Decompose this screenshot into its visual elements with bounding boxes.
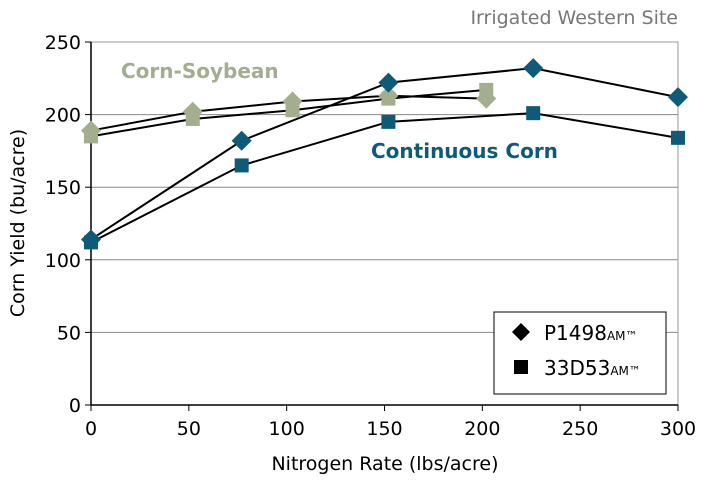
svg-text:P1498AM™: P1498AM™ [544, 321, 638, 345]
annotation-corn-soybean: Corn-Soybean [121, 59, 279, 83]
x-tick-label: 300 [660, 418, 696, 440]
square-point [671, 130, 685, 145]
chart-title: Irrigated Western Site [470, 7, 678, 29]
svg-text:33D53AM™: 33D53AM™ [544, 356, 641, 380]
square-point [285, 103, 300, 118]
y-tick-label: 200 [45, 105, 81, 127]
square-point [381, 91, 396, 106]
square-point [185, 111, 200, 126]
y-tick-label: 150 [45, 177, 81, 199]
series-line [90, 112, 679, 244]
diamond-point [231, 130, 252, 151]
y-tick-label: 50 [57, 322, 81, 344]
legend: P1498AM™ 33D53AM™ [493, 311, 667, 395]
legend-suffix-33d53: AM™ [610, 364, 641, 378]
x-tick-label: 100 [269, 418, 305, 440]
x-tick-label: 150 [366, 418, 402, 440]
diamond-point [668, 87, 688, 108]
x-axis-label: Nitrogen Rate (lbs/acre) [271, 453, 498, 475]
legend-label-33d53: 33D53 [544, 356, 610, 380]
diamond-point [378, 72, 399, 93]
square-point [526, 106, 541, 121]
square-point [234, 158, 249, 173]
legend-suffix-p1498: AM™ [607, 329, 638, 343]
diamond-point [523, 58, 544, 79]
y-axis-label: Corn Yield (bu/acre) [7, 129, 29, 317]
legend-label-p1498: P1498 [544, 321, 607, 345]
legend-diamond-icon [512, 323, 530, 341]
annotation-continuous-corn: Continuous Corn [371, 139, 558, 163]
x-tick-label: 50 [177, 418, 201, 440]
square-point [479, 82, 494, 97]
y-tick-label: 250 [45, 32, 81, 54]
x-tick-label: 200 [464, 418, 500, 440]
square-point [84, 129, 98, 144]
x-tick-label: 250 [562, 418, 598, 440]
legend-square-icon [514, 360, 528, 374]
square-point [381, 114, 396, 129]
y-tick-label: 0 [69, 395, 81, 417]
y-tick-label: 100 [45, 250, 81, 272]
x-tick-label: 0 [85, 418, 97, 440]
square-point [84, 235, 98, 250]
